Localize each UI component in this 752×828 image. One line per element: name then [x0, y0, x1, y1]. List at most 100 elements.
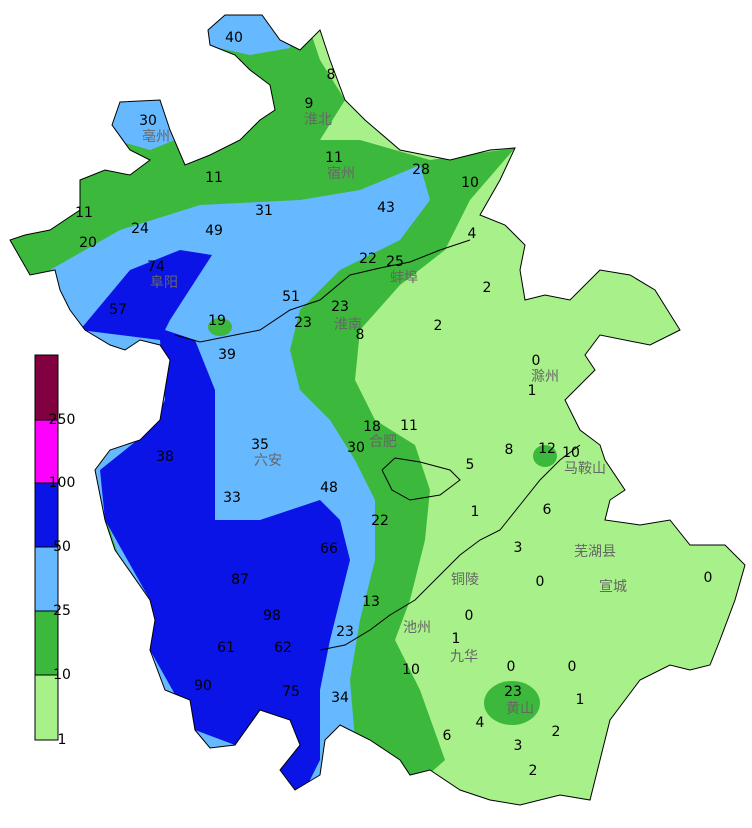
station-value: 39: [218, 347, 236, 363]
station-value: 4: [476, 715, 485, 731]
legend-swatch: [34, 354, 59, 421]
station-value: 0: [568, 659, 577, 675]
station-value: 0: [532, 353, 541, 369]
city-label: 合肥: [369, 434, 397, 450]
station-value: 8: [505, 442, 514, 458]
station-value: 51: [282, 289, 300, 305]
station-value: 2: [529, 763, 538, 779]
legend-swatch: [34, 674, 59, 741]
city-label: 阜阳: [150, 274, 178, 291]
station-value: 25: [386, 254, 404, 270]
city-label: 淮南: [334, 317, 362, 333]
huai-river: [174, 239, 471, 343]
rivers: [174, 239, 581, 651]
zone-50: [80, 250, 350, 800]
station-value: 6: [443, 728, 452, 744]
station-value: 0: [507, 659, 516, 675]
station-value: 74: [147, 259, 165, 275]
station-value: 5: [466, 457, 475, 473]
station-value: 11: [205, 170, 223, 186]
station-value: 24: [131, 221, 149, 237]
station-value: 22: [359, 251, 377, 267]
station-value: 3: [514, 540, 523, 556]
legend-label: 100: [49, 475, 76, 491]
zone-10: [533, 445, 557, 467]
station-value: 23: [336, 624, 354, 640]
station-value: 30: [347, 440, 365, 456]
station-value: 4: [468, 226, 477, 242]
station-value: 87: [231, 572, 249, 588]
city-label: 宿州: [327, 165, 355, 182]
station-value: 19: [208, 313, 226, 329]
station-value: 1: [471, 504, 480, 520]
city-label: 黄山: [506, 700, 534, 717]
legend-label: 1: [58, 732, 67, 748]
station-value: 23: [294, 315, 312, 331]
city-label: 池州: [403, 620, 431, 636]
station-value: 2: [552, 724, 561, 740]
city-label: 亳州: [142, 128, 170, 145]
legend-label: 10: [53, 667, 71, 683]
station-value: 1: [452, 631, 461, 647]
station-value: 23: [504, 684, 522, 700]
city-label: 蚌埠: [390, 269, 418, 286]
station-value: 13: [362, 594, 380, 610]
station-value: 2: [483, 280, 492, 296]
chaohu-lake: [381, 457, 461, 501]
station-value: 2: [434, 318, 443, 334]
station-value: 0: [536, 574, 545, 590]
station-value: 49: [205, 223, 223, 239]
city-label: 九华: [450, 649, 478, 665]
legend-label: 50: [53, 539, 71, 555]
station-value: 11: [325, 150, 343, 166]
station-value: 0: [465, 608, 474, 624]
yangtze-river: [319, 444, 581, 651]
station-value: 11: [75, 205, 93, 221]
station-value: 62: [274, 640, 292, 656]
station-value: 30: [139, 113, 157, 129]
legend-swatch: [34, 546, 59, 612]
station-value: 1: [528, 383, 537, 399]
legend-swatch: [34, 482, 59, 548]
station-value: 12: [538, 441, 556, 457]
station-value: 18: [363, 419, 381, 435]
station-value: 33: [223, 490, 241, 506]
city-label: 铜陵: [451, 572, 479, 588]
station-value: 10: [402, 662, 420, 678]
station-value: 22: [371, 513, 389, 529]
city-label: 淮北: [304, 112, 332, 128]
station-value: 38: [156, 449, 174, 465]
station-value: 31: [255, 203, 273, 219]
city-label: 芜湖县: [574, 543, 616, 560]
station-value: 20: [79, 235, 97, 251]
station-value: 90: [194, 678, 212, 694]
station-value: 11: [400, 418, 418, 434]
city-label: 马鞍山: [564, 461, 606, 477]
station-value: 8: [356, 327, 365, 343]
city-label: 六安: [254, 453, 282, 469]
station-value: 6: [543, 502, 552, 518]
legend-label: 250: [49, 412, 76, 428]
zone-10: [208, 318, 232, 336]
station-value: 3: [514, 738, 523, 754]
station-value: 61: [217, 640, 235, 656]
legend-label: 25: [53, 603, 71, 619]
zone-25: [200, 15, 300, 55]
station-value: 35: [251, 437, 269, 453]
city-label: 宣城: [599, 579, 627, 595]
legend-swatch: [34, 610, 59, 676]
station-value: 10: [461, 175, 479, 191]
station-value: 98: [263, 608, 281, 624]
legend: [34, 354, 59, 741]
station-value: 34: [331, 690, 349, 706]
station-value: 40: [225, 30, 243, 46]
station-value: 8: [327, 67, 336, 83]
station-value: 57: [109, 302, 127, 318]
station-value: 1: [576, 692, 585, 708]
station-value: 10: [562, 445, 580, 461]
station-value: 28: [412, 162, 430, 178]
station-value: 48: [320, 480, 338, 496]
station-value: 75: [282, 684, 300, 700]
station-value: 9: [305, 96, 314, 112]
